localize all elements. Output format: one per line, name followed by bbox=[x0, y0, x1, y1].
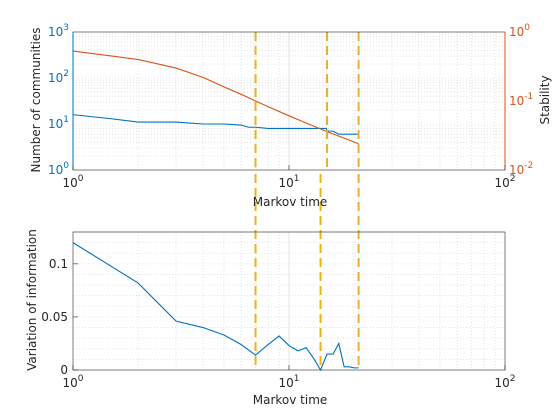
x-tick-label: 100 bbox=[62, 374, 83, 390]
right-y-tick-label: 10-1 bbox=[509, 92, 533, 108]
x-tick-label: 101 bbox=[278, 374, 299, 390]
x-tick-label: 101 bbox=[278, 174, 299, 190]
left-y-tick-label: 103 bbox=[48, 23, 69, 39]
bottom-chart-panel: 100 101 102 0 0.05 0.1 bbox=[41, 174, 516, 390]
left-y-tick-label: 100 bbox=[48, 161, 69, 177]
top-right-y-axis-label: Stability bbox=[538, 75, 552, 124]
right-y-tick-label: 10-2 bbox=[509, 161, 533, 177]
x-tick-label: 102 bbox=[494, 174, 515, 190]
bottom-y-axis-label: Variation of information bbox=[25, 229, 39, 371]
y-tick-label: 0.1 bbox=[49, 257, 68, 271]
bottom-x-axis-label: Markov time bbox=[253, 393, 328, 407]
top-chart-panel: 100 101 102 100 101 102 103 10-2 10-1 100 bbox=[48, 23, 533, 190]
top-x-axis-label: Markov time bbox=[253, 195, 328, 209]
series-line-stability bbox=[72, 50, 359, 145]
x-tick-label: 100 bbox=[62, 174, 83, 190]
y-tick-label: 0 bbox=[60, 363, 68, 377]
left-y-tick-label: 101 bbox=[48, 115, 69, 131]
x-tick-label: 102 bbox=[494, 374, 515, 390]
left-y-tick-label: 102 bbox=[48, 69, 69, 85]
series-line-communities bbox=[72, 114, 359, 135]
series-line-variation bbox=[72, 242, 359, 372]
right-y-tick-label: 100 bbox=[509, 23, 530, 39]
y-tick-label: 0.05 bbox=[41, 310, 68, 324]
top-left-y-axis-label: Number of communities bbox=[29, 28, 43, 173]
